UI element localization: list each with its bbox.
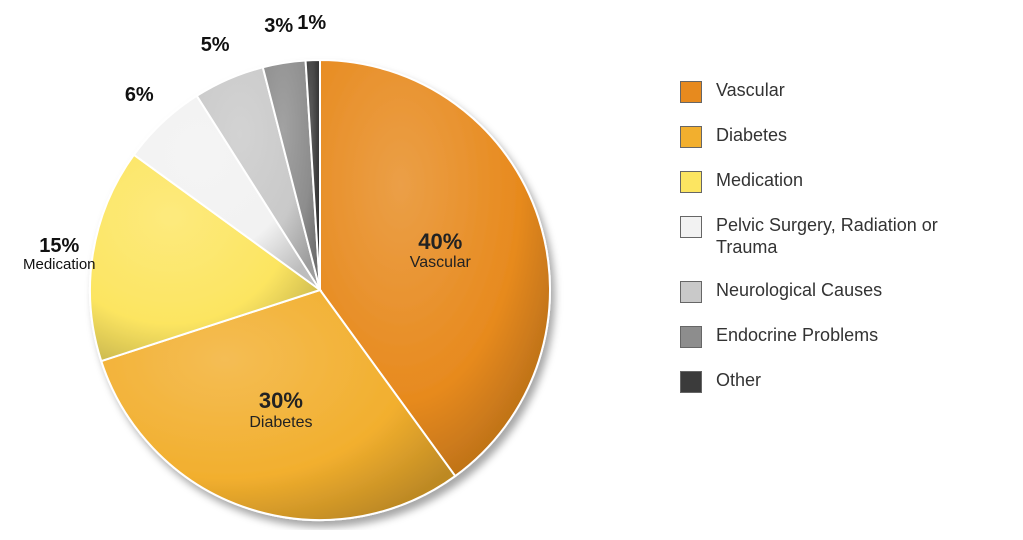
legend-swatch <box>680 171 702 193</box>
chart-container: 40%Vascular30%Diabetes15%Medication6%5%3… <box>0 0 1023 540</box>
legend-item: Endocrine Problems <box>680 325 1000 348</box>
legend-item: Other <box>680 370 1000 393</box>
legend-label: Medication <box>716 170 803 192</box>
legend-item: Neurological Causes <box>680 280 1000 303</box>
legend-label: Other <box>716 370 761 392</box>
legend-label: Vascular <box>716 80 785 102</box>
legend-swatch <box>680 326 702 348</box>
legend-item: Pelvic Surgery, Radiation or Trauma <box>680 215 1000 258</box>
legend-label: Endocrine Problems <box>716 325 878 347</box>
legend-item: Medication <box>680 170 1000 193</box>
legend-swatch <box>680 371 702 393</box>
legend-label: Diabetes <box>716 125 787 147</box>
legend-item: Diabetes <box>680 125 1000 148</box>
legend-swatch <box>680 126 702 148</box>
legend: Vascular Diabetes Medication Pelvic Surgery… <box>680 80 1000 415</box>
legend-swatch <box>680 216 702 238</box>
legend-label: Neurological Causes <box>716 280 882 302</box>
legend-label: Pelvic Surgery, Radiation or Trauma <box>716 215 976 258</box>
pie-chart: 40%Vascular30%Diabetes15%Medication6%5%3… <box>70 30 570 530</box>
legend-swatch <box>680 281 702 303</box>
legend-item: Vascular <box>680 80 1000 103</box>
legend-swatch <box>680 81 702 103</box>
